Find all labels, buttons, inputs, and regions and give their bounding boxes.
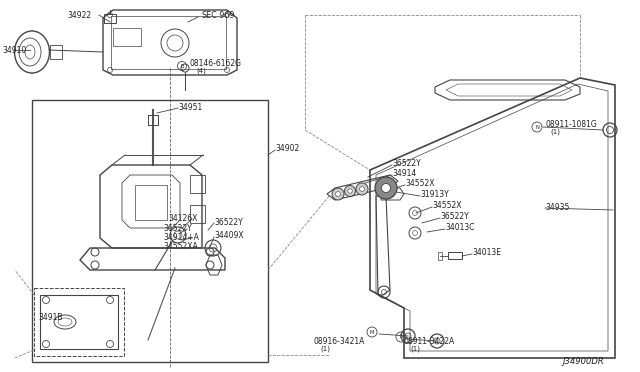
Text: 34910: 34910	[2, 45, 26, 55]
Bar	[104, 14, 116, 23]
Text: 36522Y: 36522Y	[392, 158, 420, 167]
Text: 34914: 34914	[392, 169, 416, 177]
Bar	[135, 185, 167, 220]
Text: M: M	[370, 330, 374, 334]
Bar	[113, 28, 141, 46]
Text: J34900DR: J34900DR	[562, 357, 604, 366]
Bar	[50, 45, 62, 59]
Text: 36522Y: 36522Y	[163, 224, 192, 232]
Text: 3491B: 3491B	[38, 312, 63, 321]
Circle shape	[335, 192, 340, 196]
Text: 34552XA: 34552XA	[163, 241, 198, 250]
Bar	[448, 252, 462, 259]
Circle shape	[344, 186, 355, 196]
Text: B: B	[180, 64, 184, 68]
Circle shape	[356, 183, 368, 195]
Circle shape	[360, 187, 364, 192]
Circle shape	[381, 183, 390, 192]
Text: 08146-6162G: 08146-6162G	[190, 58, 242, 67]
Text: 34951: 34951	[178, 103, 202, 112]
Text: 34013E: 34013E	[472, 247, 501, 257]
Text: (1): (1)	[410, 346, 420, 352]
Text: 34922: 34922	[67, 10, 91, 19]
Bar	[190, 205, 205, 223]
Text: 36522Y: 36522Y	[214, 218, 243, 227]
Text: 36522Y: 36522Y	[440, 212, 468, 221]
Bar	[190, 175, 205, 193]
Text: 34552X: 34552X	[405, 179, 435, 187]
Bar	[32, 100, 268, 362]
Text: N: N	[535, 125, 539, 129]
Circle shape	[332, 188, 344, 200]
Text: 08916-3421A: 08916-3421A	[313, 337, 364, 346]
Text: 08911-1081G: 08911-1081G	[545, 119, 596, 128]
Text: 34126X: 34126X	[168, 214, 197, 222]
Bar	[111, 16, 226, 69]
Text: 34552X: 34552X	[432, 201, 461, 209]
Text: 08911-3422A: 08911-3422A	[403, 337, 454, 346]
Text: 34013C: 34013C	[445, 222, 474, 231]
Bar	[34, 288, 124, 356]
Text: 34914+A: 34914+A	[163, 232, 199, 241]
Bar	[40, 295, 118, 349]
Text: N: N	[399, 334, 403, 340]
Text: (4): (4)	[196, 68, 206, 74]
Text: 34902: 34902	[275, 144, 300, 153]
Circle shape	[375, 177, 397, 199]
Text: 31913Y: 31913Y	[420, 189, 449, 199]
Text: 34409X: 34409X	[214, 231, 244, 240]
Text: (1): (1)	[320, 346, 330, 352]
Text: 34935: 34935	[545, 202, 570, 212]
Text: SEC.969: SEC.969	[202, 10, 236, 19]
Circle shape	[348, 189, 352, 193]
Text: (1): (1)	[550, 129, 560, 135]
